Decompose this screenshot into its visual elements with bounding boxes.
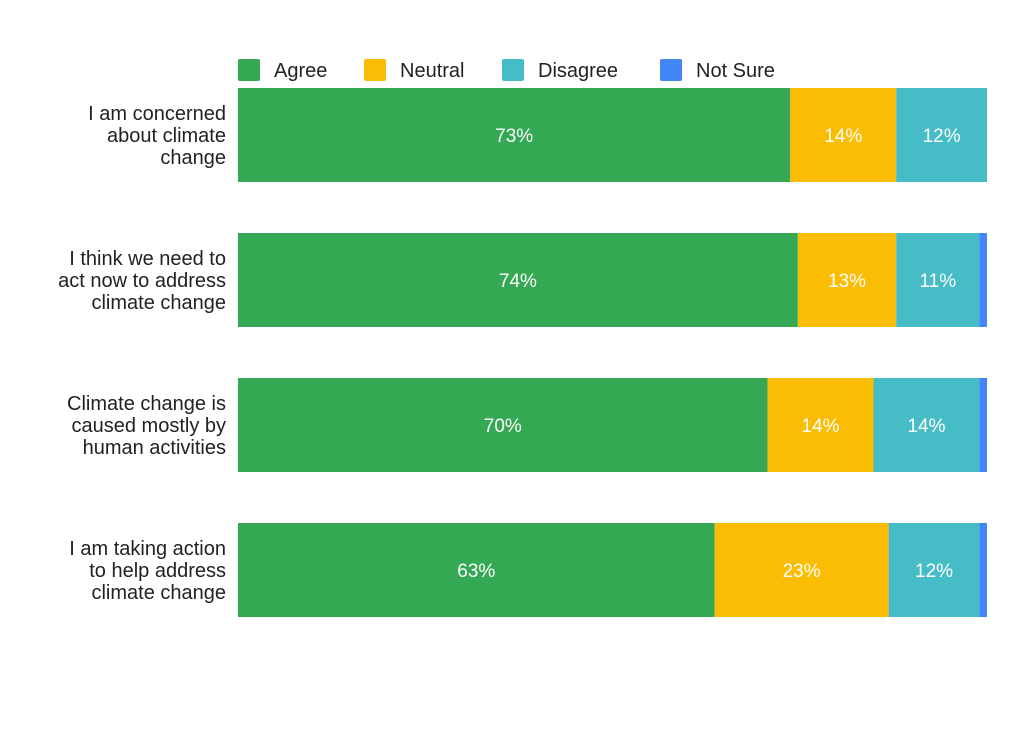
bar-disagree-3 xyxy=(873,378,980,472)
data-label-agree-2: 74% xyxy=(499,271,537,292)
bar-neutral-4 xyxy=(714,523,889,617)
legend-label-agree: Agree xyxy=(274,60,327,82)
bar-neutral-3 xyxy=(767,378,874,472)
legend-swatch-agree xyxy=(238,59,260,81)
data-label-disagree-4: 12% xyxy=(915,561,953,582)
data-label-agree-1: 73% xyxy=(495,126,533,147)
category-label-4: I am taking action to help address climate… xyxy=(69,538,226,604)
data-label-agree-3: 70% xyxy=(484,416,522,437)
bar-agree-2 xyxy=(238,233,798,327)
bar-neutral-2 xyxy=(797,233,897,327)
bar-agree-3 xyxy=(238,378,768,472)
legend: Agree Neutral Disagree Not Sure xyxy=(238,59,775,82)
bar-not-sure-3 xyxy=(979,378,987,472)
bar-disagree-4 xyxy=(888,523,980,617)
category-label-1: I am concerned about climate change xyxy=(88,103,226,169)
category-label-line: caused mostly by xyxy=(71,415,226,437)
data-label-neutral-3: 14% xyxy=(802,416,840,437)
data-label-agree-4: 63% xyxy=(457,561,495,582)
category-label-line: change xyxy=(160,147,226,169)
legend-label-neutral: Neutral xyxy=(400,60,464,82)
data-label-neutral-4: 23% xyxy=(783,561,821,582)
category-label-line: act now to address xyxy=(58,270,226,292)
data-labels: 73% 14% 12% 74% 13% 11% 70% 14% 14% 63% 23% 12% xyxy=(457,126,960,582)
data-label-disagree-3: 14% xyxy=(907,416,945,437)
legend-label-disagree: Disagree xyxy=(538,60,618,82)
legend-swatch-not-sure xyxy=(660,59,682,81)
category-label-line: to help address xyxy=(89,560,226,582)
bars xyxy=(238,88,987,617)
legend-label-not-sure: Not Sure xyxy=(696,60,775,82)
bar-neutral-1 xyxy=(790,88,897,182)
category-label-line: I am concerned xyxy=(88,103,226,125)
category-label-line: about climate xyxy=(107,125,226,147)
bar-disagree-2 xyxy=(896,233,980,327)
bar-agree-1 xyxy=(238,88,791,182)
data-label-neutral-1: 14% xyxy=(824,126,862,147)
category-label-line: I think we need to xyxy=(69,248,226,270)
bar-not-sure-2 xyxy=(979,233,987,327)
data-label-neutral-2: 13% xyxy=(828,271,866,292)
category-label-2: I think we need to act now to address clim… xyxy=(58,248,226,314)
category-label-line: human activities xyxy=(83,437,226,459)
data-label-disagree-2: 11% xyxy=(920,271,957,292)
bar-disagree-1 xyxy=(896,88,987,182)
category-label-line: Climate change is xyxy=(67,393,226,415)
category-labels: I am concerned about climate change I think… xyxy=(58,103,226,604)
bar-not-sure-4 xyxy=(979,523,987,617)
legend-swatch-neutral xyxy=(364,59,386,81)
category-label-3: Climate change is caused mostly by human a… xyxy=(67,393,226,459)
bar-agree-4 xyxy=(238,523,715,617)
category-label-line: climate change xyxy=(91,292,226,314)
category-label-line: I am taking action xyxy=(69,538,226,560)
data-label-disagree-1: 12% xyxy=(923,126,961,147)
category-label-line: climate change xyxy=(91,582,226,604)
legend-swatch-disagree xyxy=(502,59,524,81)
